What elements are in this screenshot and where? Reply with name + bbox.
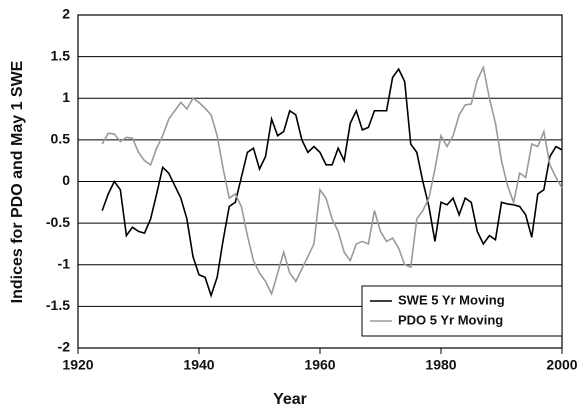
x-tick-label: 1980 <box>425 357 456 373</box>
x-tick-label: 2000 <box>546 357 577 373</box>
y-tick-label: -1 <box>58 255 71 271</box>
x-tick-label: 1940 <box>183 357 214 373</box>
legend-label: SWE 5 Yr Moving <box>398 292 505 307</box>
series-line <box>101 64 563 297</box>
y-axis-label: Indices for PDO and May 1 SWE <box>9 60 26 303</box>
legend-label: PDO 5 Yr Moving <box>398 312 503 327</box>
x-tick-label: 1960 <box>304 357 335 373</box>
plot-frame <box>77 14 563 349</box>
x-tick-label: 1920 <box>62 357 93 373</box>
x-axis-label: Year <box>273 391 307 408</box>
series-line <box>101 67 563 299</box>
y-tick-label: 0.5 <box>51 131 71 147</box>
y-tick-label: -2 <box>58 339 71 355</box>
y-tick-label: 1 <box>62 89 70 105</box>
y-tick-label: -1.5 <box>46 297 70 313</box>
y-tick-label: -0.5 <box>46 214 70 230</box>
y-tick-label: 2 <box>62 6 70 22</box>
y-tick-label: 0 <box>62 172 70 188</box>
y-tick-label: 1.5 <box>51 47 71 63</box>
legend-box <box>361 285 563 337</box>
